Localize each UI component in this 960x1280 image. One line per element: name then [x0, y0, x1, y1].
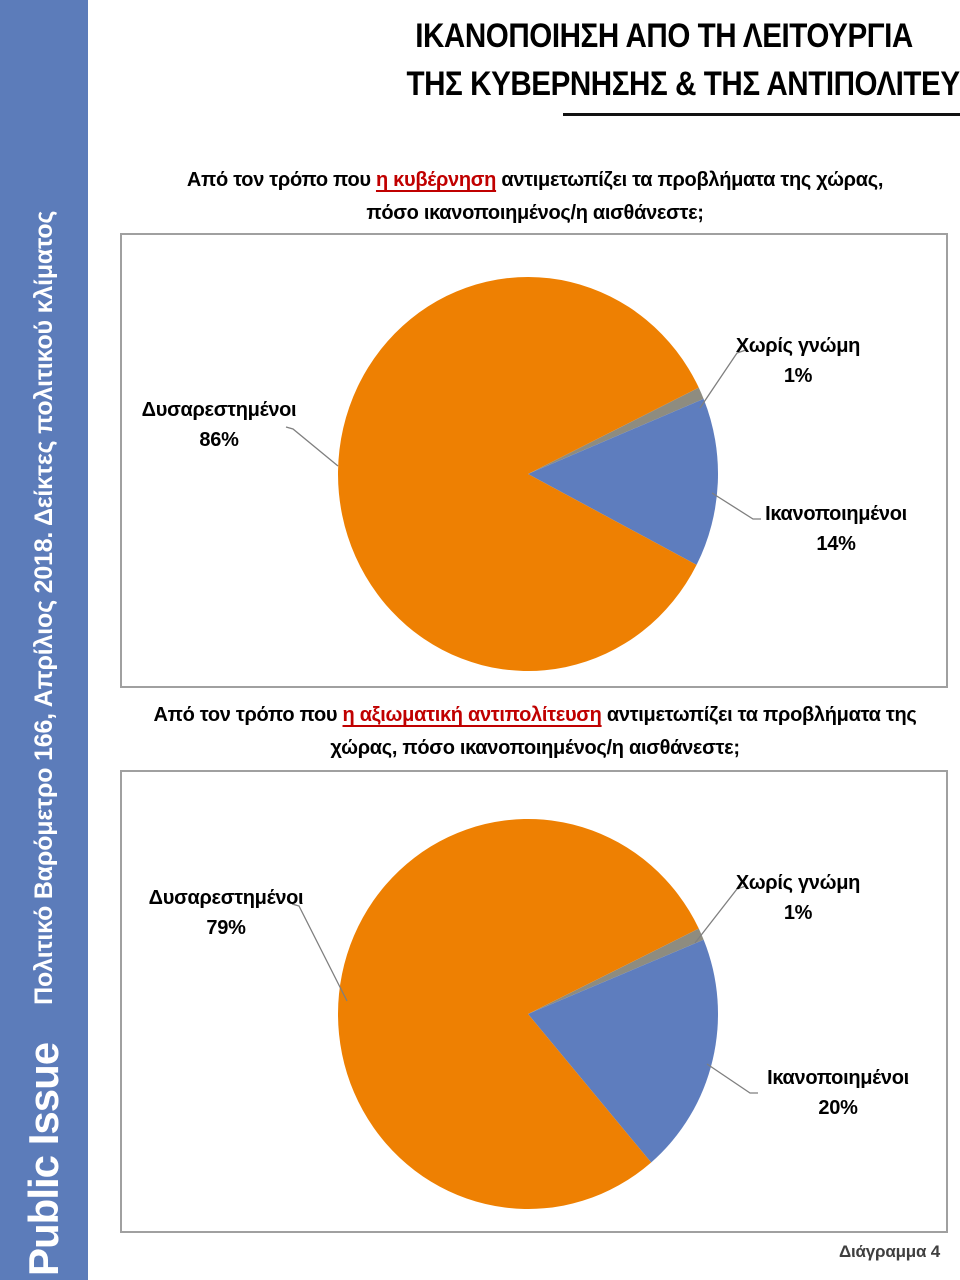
- question-government: Από τον τρόπο που η κυβέρνηση αντιμετωπί…: [120, 164, 950, 230]
- pie-slice-dissatisfied: [338, 819, 699, 1209]
- pie-label-value: 1%: [783, 902, 813, 924]
- pie-label-text: Ικανοποιημένοι: [765, 503, 907, 525]
- sidebar-subtitle: Πολιτικό Βαρόμετρο 166, Απρίλιος 2018. Δ…: [29, 210, 58, 1005]
- pie-slice-satisfied: [528, 939, 718, 1163]
- question-opposition: Από τον τρόπο που η αξιωματική αντιπολίτ…: [120, 699, 950, 765]
- question-highlight-opposition: η αξιωματική αντιπολίτευση: [342, 704, 602, 726]
- question-text: Από τον τρόπο που: [153, 704, 343, 726]
- pie-label-value: 79%: [206, 917, 246, 939]
- pie-label-no-opinion: Χωρίς γνώμη 1%: [713, 868, 883, 928]
- page-title: ΙΚΑΝΟΠΟΙΗΣΗ ΑΠΟ ΤΗ ΛΕΙΤΟΥΡΓΙΑ ΤΗΣ ΚΥΒΕΡΝ…: [368, 12, 960, 108]
- pie-label-no-opinion: Χωρίς γνώμη 1%: [713, 331, 883, 391]
- pie-chart-government: Δυσαρεστημένοι 86% Χωρίς γνώμη 1% Ικανοπ…: [120, 233, 948, 688]
- pie-label-value: 14%: [816, 533, 856, 555]
- pie-slice-satisfied: [528, 398, 718, 565]
- pie-label-text: Χωρίς γνώμη: [735, 335, 861, 357]
- title-underline: [563, 113, 960, 116]
- question-text: αντιμετωπίζει τα προβλήματα της: [601, 704, 917, 726]
- pie-slice-no-opinion: [528, 387, 704, 474]
- pie-label-value: 20%: [818, 1097, 858, 1119]
- figure-caption: Διάγραμμα 4: [838, 1242, 940, 1261]
- pie-slice-dissatisfied: [338, 277, 699, 671]
- pie-label-satisfied: Ικανοποιημένοι 20%: [753, 1063, 923, 1123]
- pie-label-satisfied: Ικανοποιημένοι 14%: [751, 499, 921, 559]
- sidebar: Public Issue Πολιτικό Βαρόμετρο 166, Απρ…: [0, 0, 88, 1280]
- page-title-line2: ΤΗΣ ΚΥΒΕΡΝΗΣΗΣ & ΤΗΣ ΑΝΤΙΠΟΛΙΤΕΥΣΗΣ: [406, 65, 960, 103]
- pie-label-text: Ικανοποιημένοι: [767, 1067, 909, 1089]
- pie-slice-no-opinion: [528, 928, 704, 1014]
- question-text: Από τον τρόπο που: [186, 169, 376, 191]
- pie-government: [338, 277, 718, 671]
- question-text-line2: χώρας, πόσο ικανοποιημένος/η αισθάνεστε;: [330, 737, 740, 759]
- sidebar-rotated-text: Public Issue Πολιτικό Βαρόμετρο 166, Απρ…: [18, 211, 70, 1276]
- page-title-line1: ΙΚΑΝΟΠΟΙΗΣΗ ΑΠΟ ΤΗ ΛΕΙΤΟΥΡΓΙΑ: [415, 17, 913, 55]
- pie-label-text: Χωρίς γνώμη: [735, 872, 861, 894]
- pie-label-text: Δυσαρεστημένοι: [141, 399, 297, 421]
- pie-opposition: [338, 819, 718, 1209]
- pie-label-dissatisfied: Δυσαρεστημένοι 86%: [134, 395, 304, 455]
- question-text: αντιμετωπίζει τα προβλήματα της χώρας,: [496, 169, 884, 191]
- pie-label-dissatisfied: Δυσαρεστημένοι 79%: [141, 883, 311, 943]
- pie-label-value: 86%: [199, 429, 239, 451]
- question-text-line2: πόσο ικανοποιημένος/η αισθάνεστε;: [366, 202, 704, 224]
- pie-label-value: 1%: [783, 365, 813, 387]
- pie-chart-opposition: Δυσαρεστημένοι 79% Χωρίς γνώμη 1% Ικανοπ…: [120, 770, 948, 1233]
- pie-label-text: Δυσαρεστημένοι: [148, 887, 304, 909]
- brand-logo-text: Public Issue: [20, 1042, 67, 1276]
- question-highlight-government: η κυβέρνηση: [375, 169, 497, 191]
